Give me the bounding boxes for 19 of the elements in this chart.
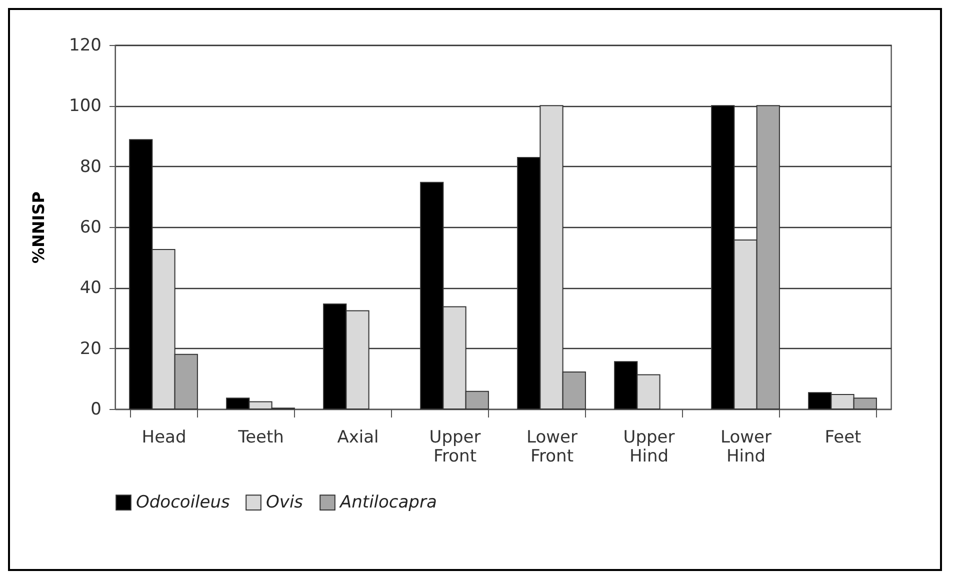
- y-tick-label: 60: [80, 218, 102, 238]
- legend-label: Antilocapra: [339, 492, 437, 513]
- x-tick-label: Axial: [337, 428, 379, 448]
- y-tick-label: 40: [80, 278, 102, 298]
- y-tick-label: 80: [80, 156, 102, 177]
- x-tick-label: Feet: [824, 428, 862, 448]
- x-tick-label: Upper Front: [429, 428, 481, 466]
- legend-label: Ovis: [266, 492, 304, 513]
- y-axis-title: %NNISP: [29, 191, 48, 264]
- x-tick-label: Upper Hind: [623, 428, 675, 466]
- y-tick-label: 120: [69, 36, 102, 56]
- x-tick-label: Head: [142, 428, 186, 448]
- y-tick-label: 20: [80, 338, 102, 359]
- y-tick-label: 0: [90, 400, 102, 420]
- x-tick-label: Lower Hind: [720, 428, 772, 466]
- y-tick-label: 100: [69, 96, 102, 116]
- x-tick-label: Teeth: [237, 428, 284, 448]
- legend-label: Odocoileus: [136, 492, 230, 513]
- x-tick-label: Lower Front: [526, 428, 578, 466]
